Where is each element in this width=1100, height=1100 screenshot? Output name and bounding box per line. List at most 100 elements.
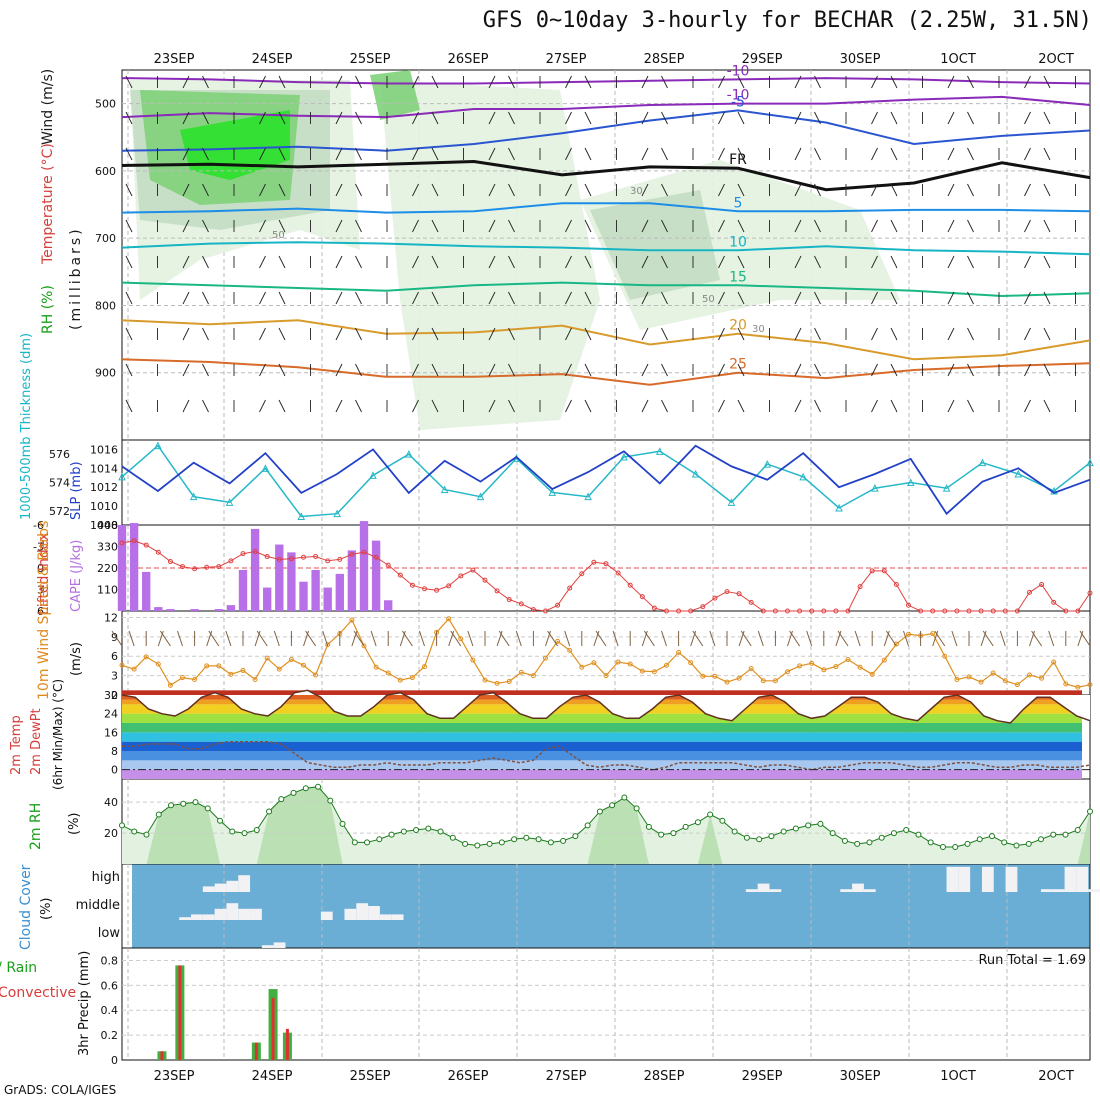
rh-marker (290, 789, 297, 796)
wind-barb-10m (401, 630, 413, 647)
cloud-cover-bar (226, 903, 239, 920)
wind-barb (355, 327, 362, 341)
wind-barb-10m (709, 630, 716, 647)
isotherm-line (121, 159, 1091, 192)
wind-barb (565, 255, 572, 269)
rh-marker (253, 827, 260, 833)
cloud-cover-bar (757, 883, 770, 892)
wind-tick-label: 9 (111, 631, 118, 644)
wind10m-panel: 0 3 6 9 12 10m Wind Speed & Barbs (m/s) (36, 521, 1093, 702)
wind-barb (259, 111, 266, 125)
wind-barb-10m (353, 630, 365, 647)
wind-speed-marker (373, 664, 379, 670)
wind-barb-10m (1048, 630, 1055, 647)
wind-speed-marker (639, 668, 645, 674)
rh-marker (927, 839, 934, 846)
rh-tick-label: 20 (104, 827, 118, 840)
thickness-marker (548, 488, 557, 496)
cloud-cover-bar (863, 889, 876, 892)
date-tick-label: 23SEP (154, 52, 195, 67)
wind-barb-10m (351, 630, 358, 647)
lifted-index-marker (385, 562, 391, 568)
cloud-level-label: high (92, 870, 120, 885)
rh-marker (792, 825, 799, 832)
wind-barb (508, 255, 515, 269)
wind-barb-10m (643, 630, 655, 647)
wind-barb (737, 219, 745, 233)
lifted-index-marker (688, 608, 694, 614)
wind-speed-marker (651, 669, 657, 675)
wind-speed-marker (506, 678, 512, 684)
cloud-cover-bar (379, 914, 392, 920)
cloud-cover-bar (226, 880, 239, 892)
wind-speed-marker (458, 636, 464, 642)
wind-barb-10m (692, 630, 704, 647)
cloud-cover-bar (1052, 889, 1065, 892)
wind-tick-label: 0 (111, 689, 118, 702)
rh-marker (731, 828, 738, 835)
wind-axis-label: Wind (m/s) (40, 69, 56, 145)
rh2m-panel: 20 40 2m RH (%) (28, 783, 1093, 864)
wind-speed-marker (422, 664, 427, 670)
cloud-cover-bar (344, 908, 357, 920)
wind-barb (565, 147, 572, 161)
wind-speed-marker (131, 666, 137, 672)
cape-bar (323, 587, 332, 611)
slp-tick-label: 1010 (90, 500, 118, 513)
wind-barb (890, 363, 898, 377)
wind-barb (202, 291, 209, 305)
wind-speed-marker (736, 675, 742, 681)
chart-title: GFS 0~10day 3-hourly for BECHAR (2.25W, … (482, 8, 1092, 33)
wind-tick-label: 12 (104, 611, 118, 624)
wind-barb (967, 399, 974, 413)
rh-marker (119, 822, 125, 829)
lifted-index-marker (736, 591, 742, 597)
thickness-marker (189, 492, 198, 501)
lifted-index-marker (857, 584, 863, 590)
wind-barb (488, 183, 496, 197)
wind-barb (182, 75, 190, 89)
pressure-tick-label: 900 (95, 367, 116, 380)
wind-barb-10m (738, 630, 745, 647)
temp-unit-label: (6hr Min/Max) (°C) (51, 679, 65, 790)
thickness-marker (333, 509, 341, 518)
lifted-index-marker (494, 588, 500, 594)
wind-barb (259, 219, 266, 233)
wind-barb (412, 111, 419, 125)
wind-barb-10m (835, 630, 842, 647)
isotherm-line (121, 109, 1091, 152)
wind-speed-line (121, 617, 1091, 688)
cloud-cover-bar (769, 889, 782, 892)
wind-speed-marker (930, 631, 936, 637)
wind-tick-label: 3 (111, 670, 118, 683)
wind-barb-10m (450, 630, 462, 647)
temp-mask (122, 690, 1090, 723)
precip-tick-label: 0 (111, 1054, 118, 1067)
wind-speed-marker (954, 676, 960, 682)
wind-barb (431, 363, 439, 377)
precip-panel: 0 0.2 0.4 0.6 0.8 Run Total = 1.69 Total / Rai… (0, 951, 1090, 1067)
wind-speed-marker (180, 675, 185, 681)
wind-barb-10m (467, 630, 474, 647)
rh-marker (376, 836, 383, 843)
precip-tick-label: 0.6 (101, 979, 119, 992)
thickness-marker (1014, 469, 1023, 478)
wind-barb-10m (254, 630, 261, 647)
cloud-cover-bar (261, 945, 274, 948)
wind-barb-10m (225, 630, 232, 647)
lifted-index-marker (906, 602, 911, 608)
wind-barb (431, 255, 439, 269)
wind-barb (641, 75, 649, 89)
wind-barb (182, 399, 190, 413)
temp-color-band (122, 723, 1082, 733)
rh-marker (584, 822, 591, 829)
wind-speed-marker (603, 673, 609, 679)
precip-convective-bar (285, 1028, 289, 1060)
wind-speed-marker (325, 642, 331, 648)
date-tick-label: 27SEP (546, 1069, 587, 1084)
rh-marker (351, 839, 358, 846)
thickness-marker (297, 512, 306, 520)
rh-marker (817, 820, 824, 827)
wind-speed-marker (966, 674, 972, 680)
rh-marker (425, 825, 432, 832)
